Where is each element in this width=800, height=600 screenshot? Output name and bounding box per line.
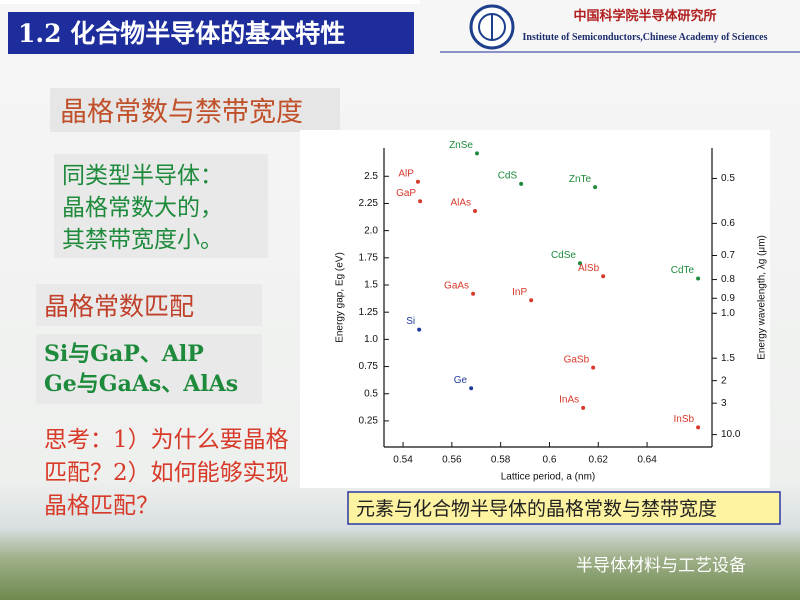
y2-tick-label: 0.9 — [721, 293, 735, 304]
data-point — [601, 274, 606, 279]
title-bar — [8, 12, 414, 54]
point-label: CdS — [498, 171, 518, 182]
x-tick-label: 0.6 — [543, 455, 557, 466]
caption-box — [347, 491, 781, 525]
note-box — [54, 154, 268, 258]
data-point — [417, 327, 422, 332]
heading1: 晶格常数与禁带宽度 — [60, 97, 303, 128]
x-tick-label: 0.56 — [442, 455, 462, 466]
y-tick-label: 1.25 — [359, 307, 379, 318]
y-tick-label: 2.0 — [364, 225, 378, 236]
match-box — [36, 334, 262, 404]
x-tick-label: 0.64 — [637, 455, 657, 466]
point-label: GaP — [396, 188, 416, 199]
note-line: 其禁带宽度小。 — [62, 227, 223, 253]
y-tick-label: 0.5 — [364, 388, 378, 399]
y2-tick-label: 0.5 — [721, 173, 735, 184]
x-axis-label: Lattice period, a (nm) — [501, 472, 596, 483]
data-point — [474, 151, 479, 156]
point-label: InP — [512, 287, 527, 298]
y-tick-label: 2.5 — [364, 171, 378, 182]
data-point — [593, 185, 598, 190]
data-point — [418, 199, 423, 204]
data-point — [471, 291, 476, 296]
heading2: 晶格常数匹配 — [44, 292, 194, 321]
y-tick-label: 0.75 — [359, 361, 379, 372]
point-label: GaSb — [564, 354, 590, 365]
caption: 元素与化合物半导体的晶格常数与禁带宽度 — [356, 498, 717, 520]
slide-title: 1.2 化合物半导体的基本特性 — [18, 19, 345, 48]
y-tick-label: 0.25 — [359, 416, 379, 427]
data-point — [519, 181, 524, 186]
point-label: InAs — [559, 394, 579, 405]
y2-tick-label: 2 — [721, 375, 727, 386]
y2-tick-label: 10.0 — [721, 429, 741, 440]
logo — [469, 4, 515, 50]
data-point — [469, 386, 474, 391]
org-en: Institute of Semiconductors,Chinese Acad… — [523, 32, 768, 43]
y-tick-label: 1.5 — [364, 280, 378, 291]
x-tick-label: 0.54 — [393, 455, 413, 466]
point-label: AlAs — [450, 198, 471, 209]
data-point — [473, 209, 478, 214]
org-cn: 中国科学院半导体研究所 — [573, 8, 716, 24]
y2-tick-label: 1.0 — [721, 308, 735, 319]
top-strip — [0, 0, 420, 4]
data-point — [581, 405, 586, 410]
point-label: ZnTe — [569, 174, 592, 185]
point-label: ZnSe — [449, 140, 473, 151]
y2-axis-label: Energy wavelength, λg (μm) — [757, 235, 768, 360]
data-point — [529, 298, 534, 303]
watermark: 半导体材料与工艺设备 — [576, 556, 746, 576]
note-line: 同类型半导体： — [62, 163, 223, 189]
point-label: Ge — [454, 375, 468, 386]
point-label: AlSb — [578, 263, 600, 274]
point-label: InSb — [674, 414, 695, 425]
y2-tick-label: 3 — [721, 398, 727, 409]
heading2-box — [36, 284, 262, 326]
y2-tick-label: 0.8 — [721, 274, 735, 285]
y-axis-label: Energy gap, Eg (eV) — [335, 252, 346, 343]
question-line: 匹配？2）如何能够实现 — [44, 460, 289, 486]
match-line: Si与GaP、AlP — [44, 341, 204, 367]
note-line: 晶格常数大的， — [62, 195, 223, 221]
match-line: Ge与GaAs、AlAs — [44, 371, 238, 397]
point-label: CdTe — [671, 265, 695, 276]
y-tick-label: 1.0 — [364, 334, 378, 345]
point-label: GaAs — [444, 280, 469, 291]
data-point — [696, 276, 701, 281]
data-point — [577, 261, 582, 266]
chart-panel — [300, 130, 770, 488]
question-line: 晶格匹配？ — [44, 493, 159, 519]
x-tick-label: 0.62 — [589, 455, 609, 466]
y2-tick-label: 0.7 — [721, 250, 735, 261]
y2-tick-label: 0.6 — [721, 218, 735, 229]
heading1-box — [50, 88, 340, 132]
point-label: AlP — [398, 168, 414, 179]
y2-tick-label: 1.5 — [721, 353, 735, 364]
data-point — [696, 425, 701, 430]
y-tick-label: 2.25 — [359, 198, 379, 209]
data-point — [591, 365, 596, 370]
point-label: CdSe — [551, 250, 576, 261]
point-label: Si — [406, 316, 415, 327]
chart: 0.54 0.56 0.58 0.6 0.62 0.642.52.252.01.751.5… — [335, 140, 768, 483]
y-tick-label: 1.75 — [359, 252, 379, 263]
x-tick-label: 0.58 — [491, 455, 511, 466]
data-point — [415, 179, 420, 184]
question-line: 思考：1）为什么要晶格 — [44, 427, 289, 453]
